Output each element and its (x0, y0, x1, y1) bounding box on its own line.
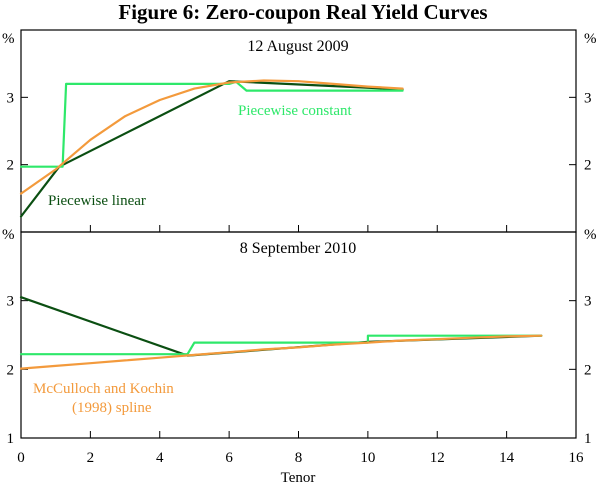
series-piecewise-linear-bottom (19, 296, 543, 357)
x-axis-label: Tenor (281, 470, 316, 486)
y-tick-label-left: 2 (7, 158, 15, 174)
series-piecewise-constant-bottom (19, 334, 543, 356)
x-tick-label: 14 (499, 450, 515, 466)
y-unit-right-bottom: % (584, 227, 597, 243)
x-tick-label: 6 (225, 450, 233, 466)
label-piecewise-linear: Piecewise linear (48, 193, 146, 209)
y-unit-left-bottom: % (2, 227, 15, 243)
y-tick-label-left: 2 (7, 362, 15, 378)
x-tick-label: 8 (295, 450, 303, 466)
y-tick-label-right: 3 (584, 294, 592, 310)
label-spline-line2: (1998) spline (72, 400, 152, 416)
x-tick-label: 4 (156, 450, 164, 466)
y-unit-left-top: % (2, 31, 15, 47)
x-tick-label: 12 (430, 450, 445, 466)
series-spline-bottom (19, 334, 543, 370)
panel-top-series (19, 79, 404, 218)
panel-bottom-series (19, 296, 543, 370)
panel-bottom-title: 8 September 2010 (240, 240, 356, 257)
panel-top: 12 August 2009 % % 2 2 3 3 Piecewise consta… (2, 29, 597, 233)
y-tick-label-left: 3 (7, 294, 15, 310)
panel-top-ticks: 2 2 3 3 (7, 90, 592, 232)
y-tick-label-right: 1 (584, 431, 592, 447)
series-piecewise-constant-top (19, 80, 404, 168)
series-piecewise-linear-top (19, 80, 404, 218)
y-tick-label-left: 1 (7, 431, 15, 447)
chart-title: Figure 6: Zero-coupon Real Yield Curves (118, 0, 487, 24)
x-tick-label: 10 (360, 450, 375, 466)
series-spline-top (19, 79, 404, 195)
x-axis: 0 2 4 6 8 10 12 14 16 (17, 450, 584, 466)
y-tick-label-right: 2 (584, 362, 592, 378)
label-spline-line1: McCulloch and Kochin (33, 381, 174, 397)
y-tick-label-right: 3 (584, 90, 592, 106)
x-tick-label: 16 (569, 450, 585, 466)
y-unit-right-top: % (584, 31, 597, 47)
panel-bottom-ticks: 1 1 2 2 3 3 (7, 294, 592, 447)
panel-top-title: 12 August 2009 (247, 38, 348, 55)
y-tick-label-right: 2 (584, 158, 592, 174)
label-piecewise-constant: Piecewise constant (238, 103, 353, 119)
panel-bottom: 8 September 2010 % % 1 1 2 2 3 3 McCulloch an… (2, 227, 597, 447)
x-tick-label: 2 (87, 450, 95, 466)
x-tick-label: 0 (17, 450, 25, 466)
y-tick-label-left: 3 (7, 90, 15, 106)
